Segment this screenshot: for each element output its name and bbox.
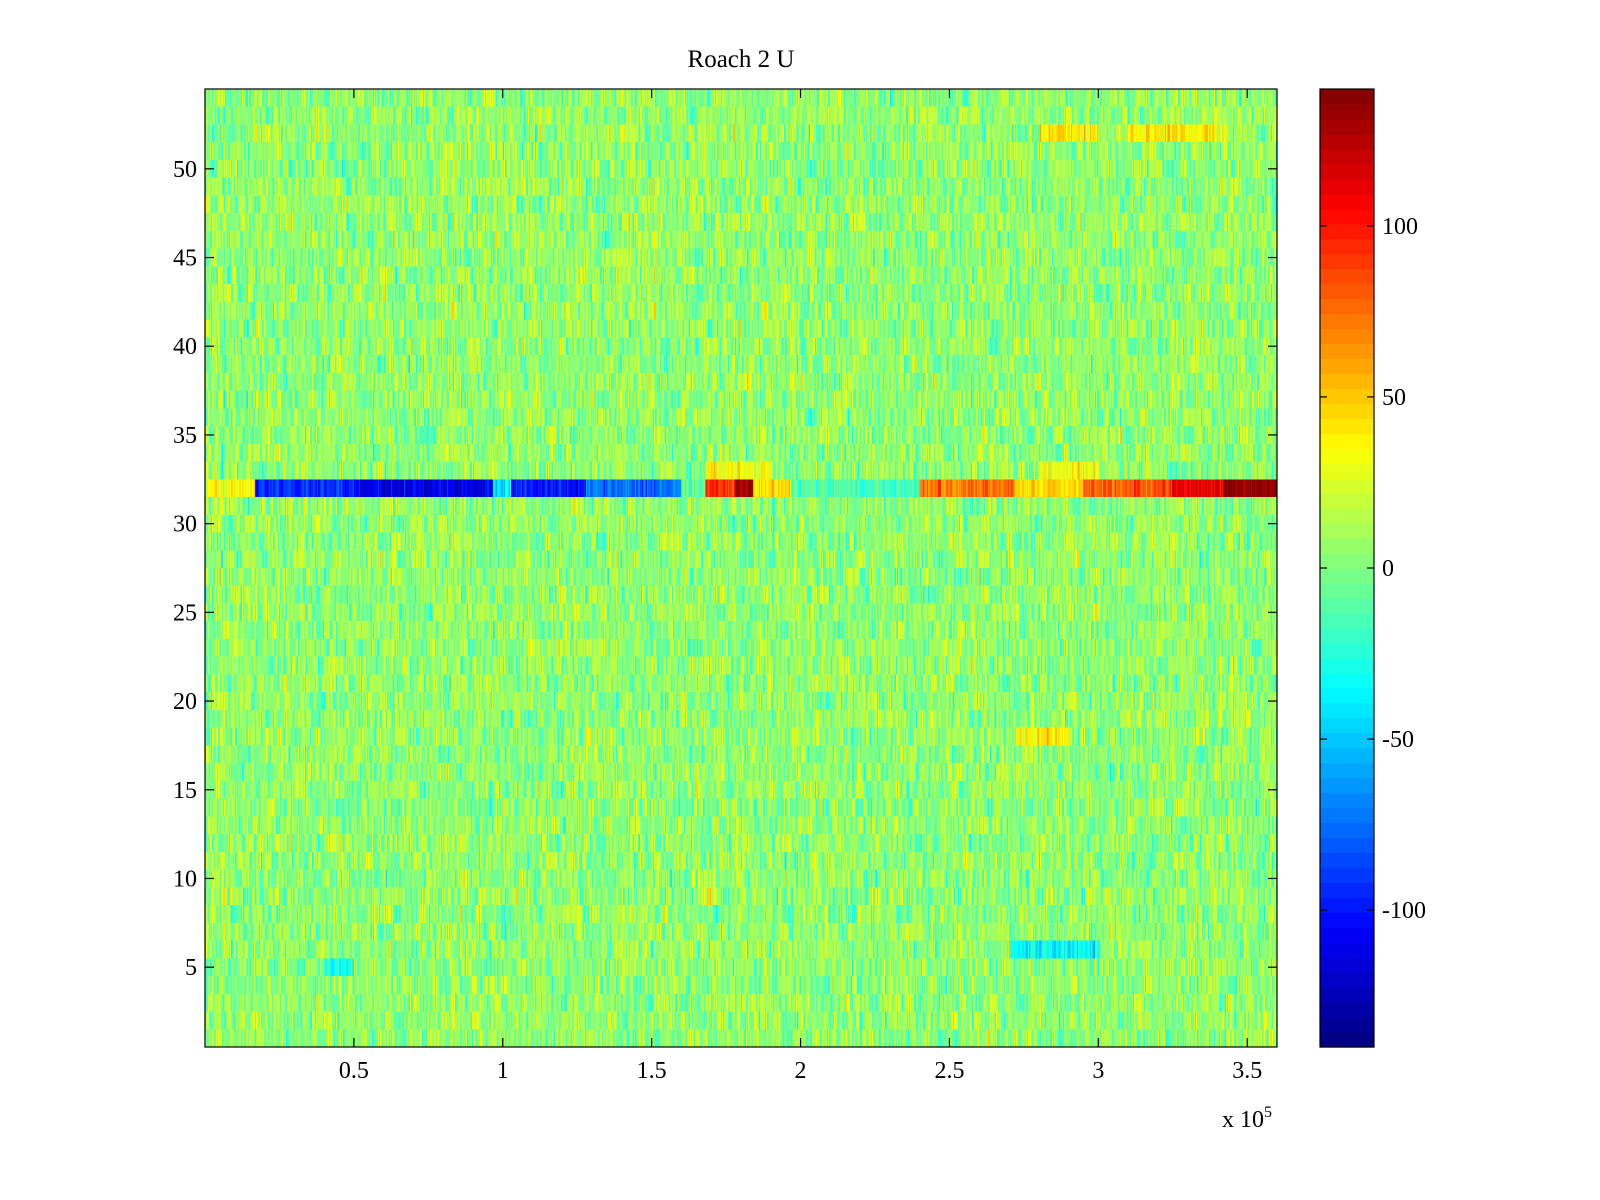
colorbar-swatch: [1320, 298, 1374, 315]
colorbar-swatch: [1320, 687, 1374, 704]
x-tick-label: 0.5: [339, 1058, 369, 1084]
colorbar-swatch: [1320, 942, 1374, 958]
y-tick-label: 30: [173, 512, 197, 538]
colorbar-swatch: [1320, 388, 1374, 404]
colorbar-swatch: [1320, 448, 1374, 464]
colorbar-swatch: [1320, 313, 1374, 330]
x-tick-label: 1.5: [637, 1058, 667, 1084]
colorbar-swatch: [1320, 882, 1374, 898]
colorbar-tick-label: 50: [1382, 385, 1406, 411]
colorbar-swatch: [1320, 807, 1374, 824]
colorbar-swatch: [1320, 283, 1374, 300]
chart-title: Roach 2 U: [688, 46, 795, 73]
colorbar-swatch: [1320, 268, 1374, 285]
colorbar-swatch: [1320, 193, 1374, 210]
y-tick-label: 5: [185, 955, 197, 981]
colorbar-swatch: [1320, 582, 1374, 599]
colorbar-swatch: [1320, 792, 1374, 809]
colorbar-swatch: [1320, 972, 1374, 988]
colorbar-swatch: [1320, 1002, 1374, 1018]
colorbar-swatch: [1320, 957, 1374, 973]
colorbar-tick-label: -100: [1382, 898, 1426, 924]
colorbar-swatch: [1320, 1032, 1374, 1048]
colorbar-swatch: [1320, 208, 1374, 225]
colorbar-swatch: [1320, 867, 1374, 883]
colorbar-swatch: [1320, 178, 1374, 195]
y-tick-label: 25: [173, 600, 197, 626]
colorbar-swatch: [1320, 568, 1374, 584]
colorbar-swatch: [1320, 987, 1374, 1003]
y-tick-label: 20: [173, 689, 197, 715]
colorbar-swatch: [1320, 912, 1374, 928]
colorbar-swatch: [1320, 732, 1374, 749]
x-tick-label: 2.5: [934, 1058, 964, 1084]
colorbar-swatch: [1320, 433, 1374, 449]
x-tick-label: 2: [795, 1058, 807, 1084]
colorbar-swatch: [1320, 702, 1374, 719]
colorbar-swatch: [1320, 253, 1374, 270]
colorbar-swatch: [1320, 822, 1374, 839]
colorbar-swatch: [1320, 133, 1374, 150]
colorbar-swatch: [1320, 717, 1374, 734]
colorbar-swatch: [1320, 238, 1374, 255]
colorbar-swatch: [1320, 927, 1374, 943]
colorbar-swatch: [1320, 358, 1374, 375]
colorbar-swatch: [1320, 478, 1374, 494]
colorbar-swatch: [1320, 597, 1374, 614]
x-tick-label: 3: [1092, 1058, 1104, 1084]
colorbar-swatch: [1320, 852, 1374, 868]
colorbar-swatch: [1320, 493, 1374, 509]
colorbar-swatch: [1320, 373, 1374, 389]
colorbar-swatch: [1320, 627, 1374, 644]
colorbar-swatch: [1320, 538, 1374, 554]
colorbar-swatch: [1320, 1017, 1374, 1033]
heatmap-plot-area: [205, 89, 1277, 1047]
colorbar-swatch: [1320, 463, 1374, 479]
colorbar-axis: -100 -50 0 50 100: [1320, 214, 1426, 924]
colorbar-swatch: [1320, 642, 1374, 659]
colorbar-swatch: [1320, 523, 1374, 539]
colorbar-swatch: [1320, 223, 1374, 240]
colorbar: [1320, 89, 1374, 1048]
colorbar-swatch: [1320, 897, 1374, 913]
y-tick-label: 10: [173, 866, 197, 892]
x-scale-label: x 105: [1222, 1104, 1272, 1133]
plot-frame: [204, 88, 1278, 1048]
x-axis: 0.5 1 1.5 2 2.5 3 3.5: [339, 89, 1262, 1084]
colorbar-swatch: [1320, 612, 1374, 629]
y-tick-label: 40: [173, 334, 197, 360]
colorbar-swatch: [1320, 343, 1374, 360]
y-tick-label: 45: [173, 246, 197, 272]
colorbar-swatch: [1320, 553, 1374, 569]
colorbar-swatch: [1320, 163, 1374, 180]
y-tick-label: 15: [173, 778, 197, 804]
y-axis: 5 10 15 20 25 30 35 40 45 50: [173, 157, 1277, 981]
colorbar-swatch: [1320, 328, 1374, 345]
colorbar-swatch: [1320, 89, 1374, 105]
colorbar-swatch: [1320, 837, 1374, 854]
colorbar-swatch: [1320, 672, 1374, 689]
colorbar-swatch: [1320, 118, 1374, 135]
colorbar-tick-label: -50: [1382, 727, 1414, 753]
x-tick-label: 1: [497, 1058, 509, 1084]
colorbar-swatch: [1320, 777, 1374, 794]
colorbar-tick-label: 100: [1382, 214, 1418, 240]
colorbar-swatch: [1320, 762, 1374, 779]
heatmap-image: [205, 89, 1277, 1047]
x-tick-label: 3.5: [1232, 1058, 1262, 1084]
colorbar-swatch: [1320, 103, 1374, 120]
colorbar-swatch: [1320, 747, 1374, 764]
colorbar-swatch: [1320, 657, 1374, 674]
y-tick-label: 35: [173, 423, 197, 449]
colorbar-swatch: [1320, 148, 1374, 165]
colorbar-swatch: [1320, 403, 1374, 419]
y-tick-label: 50: [173, 157, 197, 183]
colorbar-swatch: [1320, 418, 1374, 434]
colorbar-tick-label: 0: [1382, 556, 1394, 582]
colorbar-swatch: [1320, 508, 1374, 524]
